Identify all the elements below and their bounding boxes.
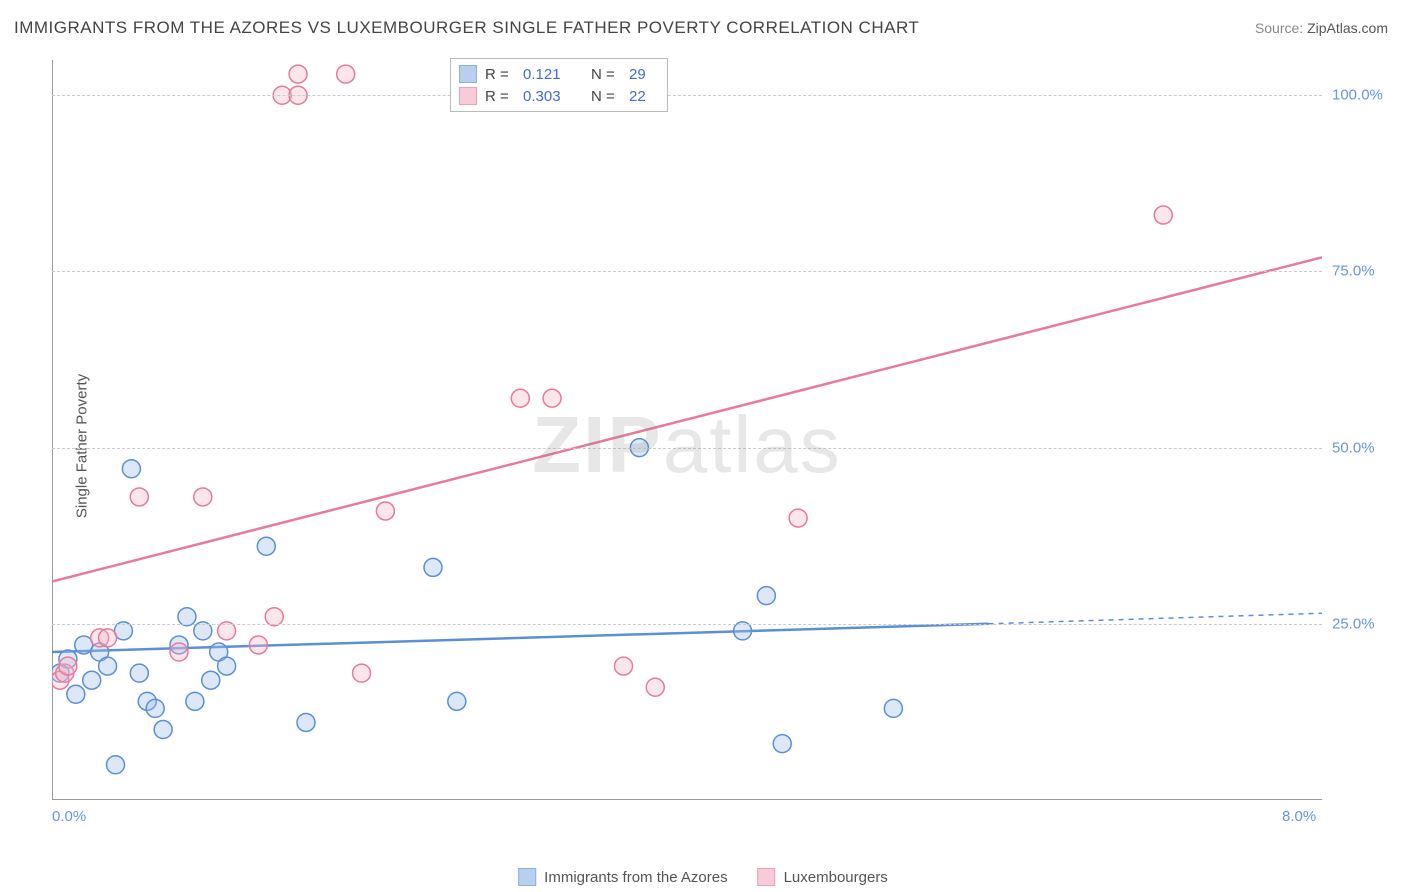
legend-series-item: Luxembourgers [758, 868, 888, 886]
n-label: N = [591, 88, 621, 105]
legend-series-label: Luxembourgers [784, 869, 888, 886]
correlation-legend: R = 0.121 N = 29 R = 0.303 N = 22 [450, 58, 668, 112]
data-point [424, 558, 442, 576]
data-point [67, 685, 85, 703]
legend-series-item: Immigrants from the Azores [518, 868, 727, 886]
data-point [154, 721, 172, 739]
source-attribution: Source: ZipAtlas.com [1255, 20, 1388, 36]
data-point [122, 460, 140, 478]
legend-swatch [518, 868, 536, 886]
data-point [107, 756, 125, 774]
regression-line [52, 624, 989, 652]
data-point [789, 509, 807, 527]
data-point [130, 488, 148, 506]
data-point [170, 643, 188, 661]
n-label: N = [591, 66, 621, 83]
series-legend: Immigrants from the Azores Luxembourgers [518, 868, 888, 886]
r-value: 0.121 [523, 66, 583, 83]
gridline [52, 95, 1322, 96]
data-point [59, 657, 77, 675]
data-point [511, 389, 529, 407]
y-tick-label: 25.0% [1332, 615, 1392, 632]
legend-series-label: Immigrants from the Azores [544, 869, 727, 886]
legend-correlation-row: R = 0.303 N = 22 [459, 85, 659, 107]
source-value: ZipAtlas.com [1307, 20, 1388, 36]
data-point [757, 587, 775, 605]
data-point [543, 389, 561, 407]
data-point [376, 502, 394, 520]
data-point [202, 671, 220, 689]
data-point [646, 678, 664, 696]
x-tick-label: 8.0% [1282, 808, 1316, 825]
source-label: Source: [1255, 20, 1307, 36]
data-point [289, 65, 307, 83]
data-point [146, 699, 164, 717]
gridline [52, 448, 1322, 449]
data-point [99, 657, 117, 675]
data-point [448, 692, 466, 710]
data-point [186, 692, 204, 710]
legend-swatch [459, 87, 477, 105]
y-tick-label: 100.0% [1332, 87, 1392, 104]
data-point [773, 735, 791, 753]
regression-line [52, 257, 1322, 581]
y-tick-label: 75.0% [1332, 263, 1392, 280]
data-point [83, 671, 101, 689]
data-point [194, 488, 212, 506]
legend-correlation-row: R = 0.121 N = 29 [459, 63, 659, 85]
regression-line-extrapolated [989, 613, 1322, 624]
data-point [337, 65, 355, 83]
r-label: R = [485, 88, 515, 105]
data-point [884, 699, 902, 717]
data-point [218, 657, 236, 675]
scatter-plot-svg [52, 60, 1322, 800]
n-value: 22 [629, 88, 659, 105]
data-point [353, 664, 371, 682]
legend-swatch [459, 65, 477, 83]
data-point [615, 657, 633, 675]
data-point [130, 664, 148, 682]
data-point [297, 713, 315, 731]
gridline [52, 271, 1322, 272]
data-point [99, 629, 117, 647]
data-point [257, 537, 275, 555]
chart-title: IMMIGRANTS FROM THE AZORES VS LUXEMBOURG… [14, 18, 919, 38]
y-tick-label: 50.0% [1332, 439, 1392, 456]
n-value: 29 [629, 66, 659, 83]
x-tick-label: 0.0% [52, 808, 86, 825]
data-point [249, 636, 267, 654]
r-value: 0.303 [523, 88, 583, 105]
legend-swatch [758, 868, 776, 886]
chart-area: ZIPatlas 25.0%50.0%75.0%100.0%0.0%8.0% [52, 60, 1322, 830]
data-point [1154, 206, 1172, 224]
gridline [52, 624, 1322, 625]
r-label: R = [485, 66, 515, 83]
